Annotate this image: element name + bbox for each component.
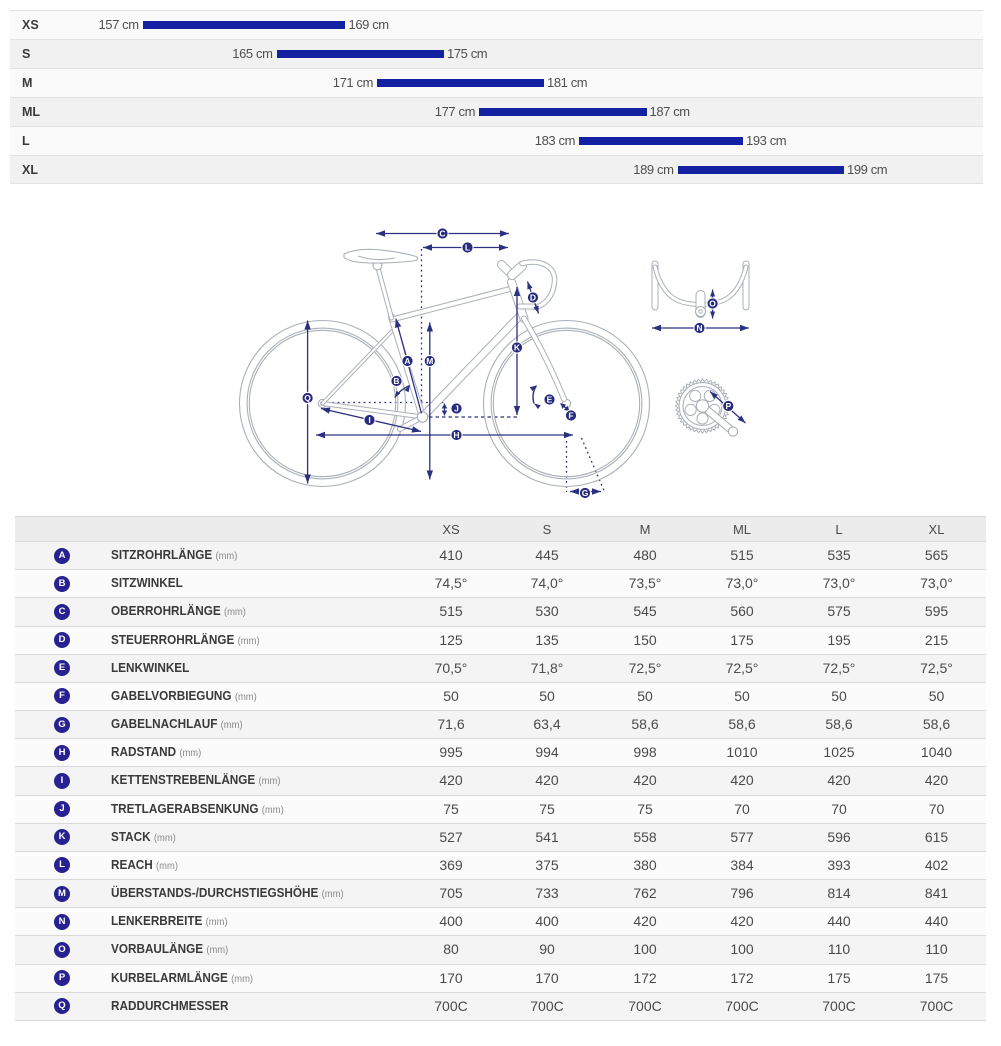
svg-text:B: B xyxy=(393,376,399,386)
svg-text:A: A xyxy=(404,356,410,366)
svg-text:F: F xyxy=(568,411,573,421)
svg-text:K: K xyxy=(514,343,521,353)
svg-text:Q: Q xyxy=(304,393,311,403)
svg-text:N: N xyxy=(696,323,702,333)
svg-text:O: O xyxy=(709,299,716,309)
svg-text:C: C xyxy=(439,229,445,239)
svg-text:M: M xyxy=(426,356,433,366)
svg-text:D: D xyxy=(530,293,536,303)
svg-text:G: G xyxy=(582,488,589,498)
svg-text:H: H xyxy=(453,430,459,440)
svg-text:I: I xyxy=(368,415,370,425)
svg-text:L: L xyxy=(465,243,470,253)
svg-text:E: E xyxy=(547,395,553,405)
svg-text:J: J xyxy=(454,404,459,414)
svg-text:P: P xyxy=(725,401,731,411)
